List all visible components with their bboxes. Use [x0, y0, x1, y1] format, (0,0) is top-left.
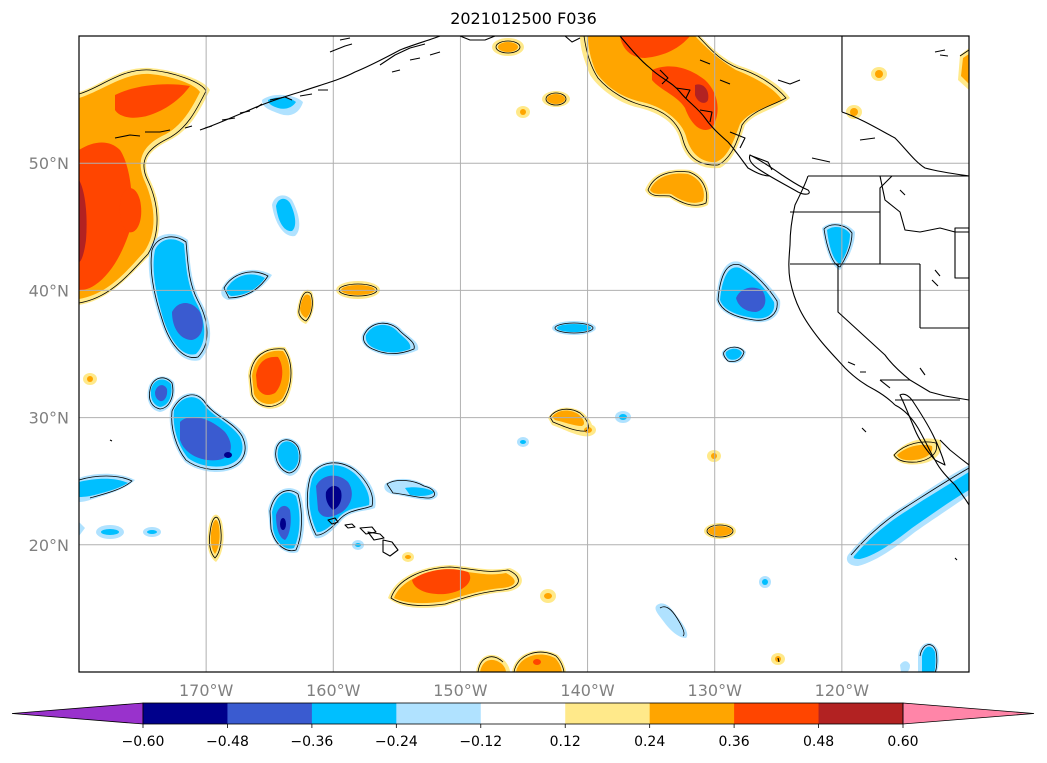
colorbar-over-extend — [902, 702, 1035, 725]
colorbar-segment — [480, 703, 566, 724]
colorbar-segment — [565, 703, 651, 724]
lon-tick-label: 150°W — [433, 681, 488, 700]
colorbar-tick-label: −0.24 — [375, 734, 418, 750]
colorbar-segment — [311, 703, 397, 724]
lat-tick-label: 50°N — [29, 154, 69, 173]
lat-tick-label: 40°N — [29, 281, 69, 300]
contour-blob — [580, 36, 790, 169]
longitude-labels: 170°W 160°W 150°W 140°W 130°W 120°W — [179, 681, 869, 700]
latitude-labels: 20°N 30°N 40°N 50°N — [29, 154, 69, 555]
colorbar-segment — [818, 703, 904, 724]
contour-fields — [79, 36, 969, 672]
colorbar-segment — [649, 703, 735, 724]
colorbar-under-extend — [11, 702, 144, 725]
contour-blob — [83, 38, 969, 672]
lon-tick-label: 170°W — [179, 681, 234, 700]
colorbar-tick-label: −0.60 — [122, 734, 165, 750]
lat-tick-label: 20°N — [29, 536, 69, 555]
colorbar-tick-label: 0.12 — [550, 734, 581, 750]
lon-tick-label: 160°W — [306, 681, 361, 700]
colorbar-tick-label: 0.24 — [634, 734, 665, 750]
lon-tick-label: 120°W — [815, 681, 870, 700]
lon-tick-label: 130°W — [688, 681, 743, 700]
lat-tick-label: 30°N — [29, 409, 69, 428]
colorbar-tick-label: −0.12 — [459, 734, 502, 750]
grid-lines — [79, 36, 969, 672]
map-title: 2021012500 F036 — [450, 9, 597, 28]
colorbar-tick-label: 0.36 — [719, 734, 750, 750]
colorbar-outline — [142, 702, 904, 725]
colorbar-segment — [143, 703, 228, 724]
colorbar-segment — [734, 703, 820, 724]
contour-outlines — [79, 36, 969, 672]
map-frame — [78, 35, 970, 673]
colorbar-tick-label: −0.36 — [290, 734, 333, 750]
coastlines — [109, 36, 969, 663]
colorbar-tick-label: 0.48 — [803, 734, 834, 750]
colorbar-segment — [396, 703, 482, 724]
contour-blob — [79, 94, 969, 672]
colorbar: −0.60 −0.48 −0.36 −0.24 −0.12 0.12 0.24 0.36 0.4… — [11, 702, 1035, 750]
colorbar-segment — [227, 703, 313, 724]
lon-tick-label: 140°W — [560, 681, 615, 700]
colorbar-tick-label: −0.48 — [206, 734, 249, 750]
colorbar-tick-label: 0.60 — [887, 734, 918, 750]
